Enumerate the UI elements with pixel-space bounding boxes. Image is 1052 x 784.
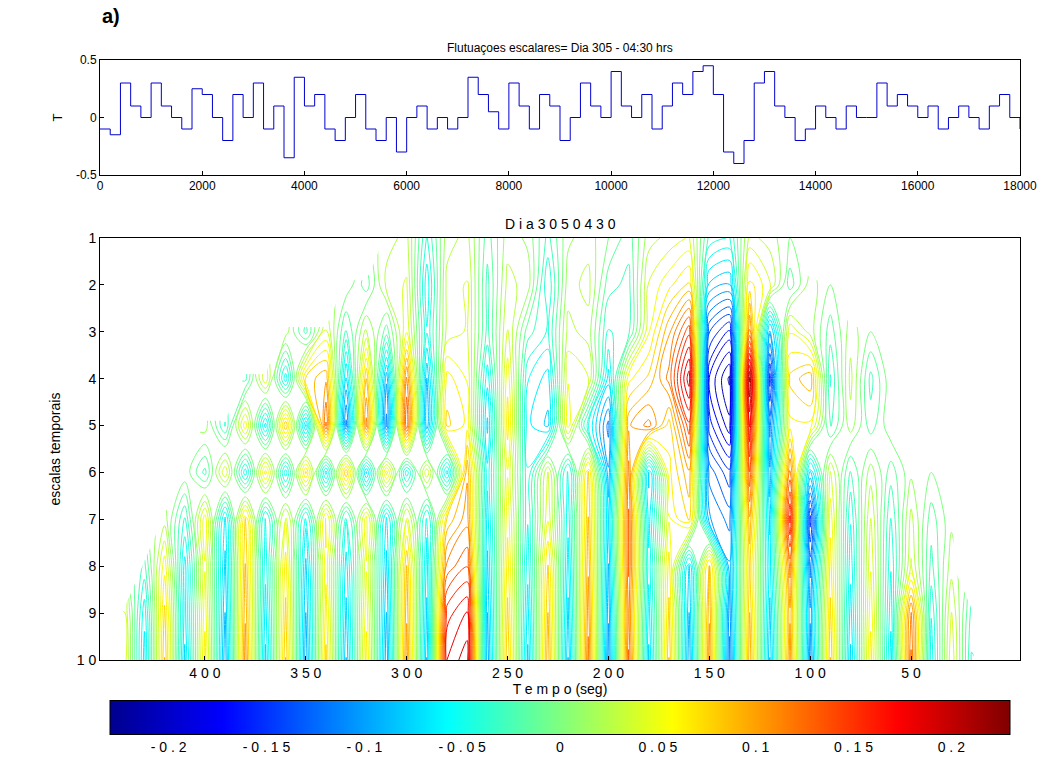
svg-text:D i a 3 0 5 0 4 3 0: D i a 3 0 5 0 4 3 0 [505,216,616,232]
svg-text:3: 3 [88,324,96,340]
svg-text:1 0: 1 0 [77,652,97,668]
svg-text:0 . 2: 0 . 2 [938,739,965,755]
svg-text:0 . 0 5: 0 . 0 5 [638,739,677,755]
svg-text:0: 0 [556,739,564,755]
svg-text:- 0 . 2: - 0 . 2 [151,739,187,755]
svg-text:10000: 10000 [594,179,628,193]
svg-text:3 5 0: 3 5 0 [290,665,321,681]
svg-text:0: 0 [97,179,104,193]
svg-text:5: 5 [88,417,96,433]
svg-text:8000: 8000 [496,179,523,193]
svg-text:16000: 16000 [901,179,935,193]
svg-text:18000: 18000 [1003,179,1037,193]
svg-text:6000: 6000 [393,179,420,193]
svg-text:0 . 1: 0 . 1 [742,739,769,755]
svg-text:0 . 1 5: 0 . 1 5 [834,739,873,755]
svg-text:9: 9 [88,605,96,621]
svg-text:escalas temporais: escalas temporais [47,393,63,506]
svg-text:14000: 14000 [799,179,833,193]
svg-text:a): a) [102,5,120,27]
svg-text:2000: 2000 [189,179,216,193]
svg-text:-0.5: -0.5 [76,168,97,182]
svg-text:T e m p o (seg): T e m p o (seg) [513,681,608,697]
svg-text:2 0 0: 2 0 0 [593,665,624,681]
svg-text:3 0 0: 3 0 0 [391,665,422,681]
svg-text:2: 2 [88,277,96,293]
svg-text:- 0 . 0 5: - 0 . 0 5 [438,739,486,755]
svg-text:12000: 12000 [697,179,731,193]
svg-text:2 5 0: 2 5 0 [492,665,523,681]
svg-text:1 5 0: 1 5 0 [694,665,725,681]
svg-text:4000: 4000 [291,179,318,193]
svg-text:5 0: 5 0 [901,665,921,681]
svg-text:8: 8 [88,558,96,574]
svg-text:1: 1 [88,230,96,246]
svg-text:- 0 . 1: - 0 . 1 [346,739,382,755]
svg-text:- 0 . 1 5: - 0 . 1 5 [243,739,291,755]
svg-text:7: 7 [88,511,96,527]
svg-text:4 0 0: 4 0 0 [189,665,220,681]
svg-text:0: 0 [90,111,97,125]
svg-text:1 0 0: 1 0 0 [795,665,826,681]
svg-text:T: T [50,113,65,121]
svg-text:4: 4 [88,371,96,387]
svg-text:6: 6 [88,464,96,480]
svg-text:Flutuaçoes escalares= Dia 305: Flutuaçoes escalares= Dia 305 - 04:30 hr… [447,41,673,55]
svg-text:0.5: 0.5 [80,53,97,67]
